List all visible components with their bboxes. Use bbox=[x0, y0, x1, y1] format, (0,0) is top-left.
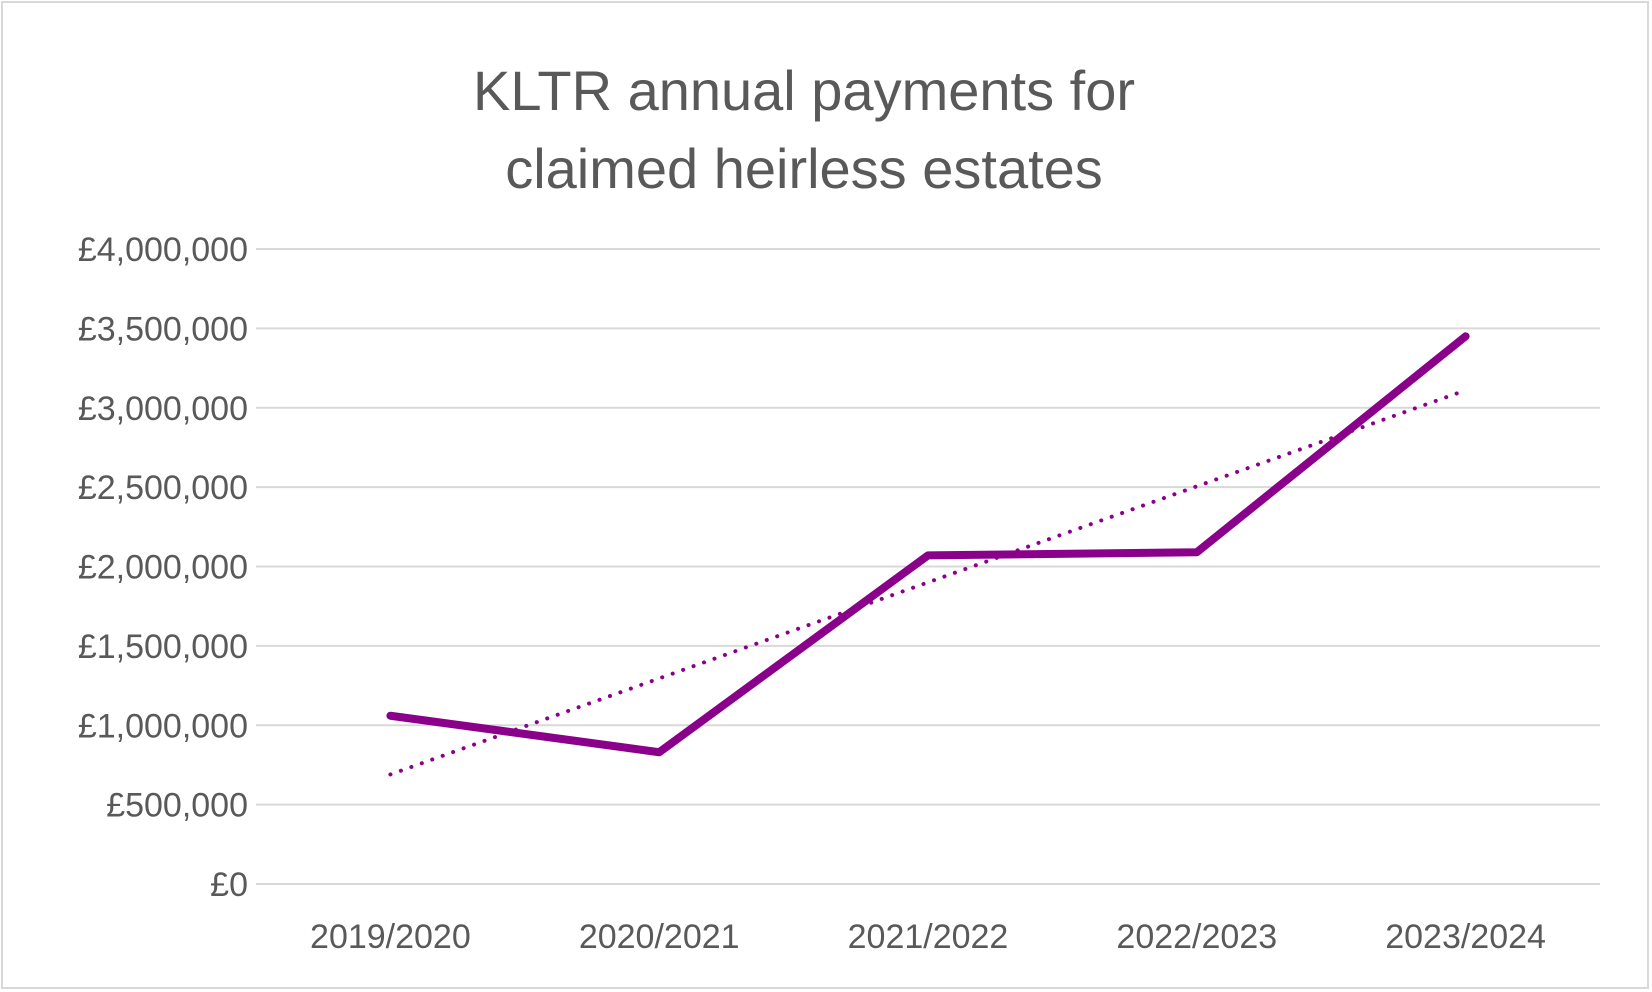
y-tick-label: £1,000,000 bbox=[78, 707, 248, 745]
x-tick-label: 2019/2020 bbox=[310, 918, 471, 956]
y-tick-label: £1,500,000 bbox=[78, 628, 248, 666]
x-axis-tick-labels: 2019/2020 2020/2021 2021/2022 2022/2023 2023… bbox=[310, 918, 1546, 956]
y-tick-label: £500,000 bbox=[106, 787, 248, 825]
trendline-layer bbox=[388, 388, 1468, 777]
y-tick-label: £0 bbox=[210, 866, 248, 904]
x-tick-label: 2020/2021 bbox=[579, 918, 740, 956]
y-tick-label: £3,000,000 bbox=[78, 390, 248, 428]
chart-title-line-2: claimed heirless estates bbox=[505, 137, 1103, 200]
y-tick-label: £2,500,000 bbox=[78, 469, 248, 507]
x-tick-label: 2023/2024 bbox=[1385, 918, 1546, 956]
y-tick-label: £3,500,000 bbox=[78, 310, 248, 348]
data-point bbox=[1196, 551, 1198, 553]
gridlines bbox=[256, 248, 1600, 885]
data-point bbox=[1465, 335, 1467, 337]
x-tick-label: 2021/2022 bbox=[848, 918, 1009, 956]
y-tick-label: £4,000,000 bbox=[78, 231, 248, 269]
y-tick-label: £2,000,000 bbox=[78, 549, 248, 587]
chart-title-line-1: KLTR annual payments for bbox=[473, 59, 1135, 122]
series-line bbox=[386, 332, 1470, 757]
y-axis-tick-labels: £0 £500,000 £1,000,000 £1,500,000 £2,000,000… bbox=[78, 231, 248, 904]
x-tick-label: 2022/2023 bbox=[1116, 918, 1277, 956]
trendline bbox=[388, 388, 1468, 777]
data-point bbox=[927, 554, 929, 556]
data-point bbox=[658, 751, 660, 753]
data-point bbox=[389, 715, 391, 717]
series-layer bbox=[386, 332, 1470, 757]
